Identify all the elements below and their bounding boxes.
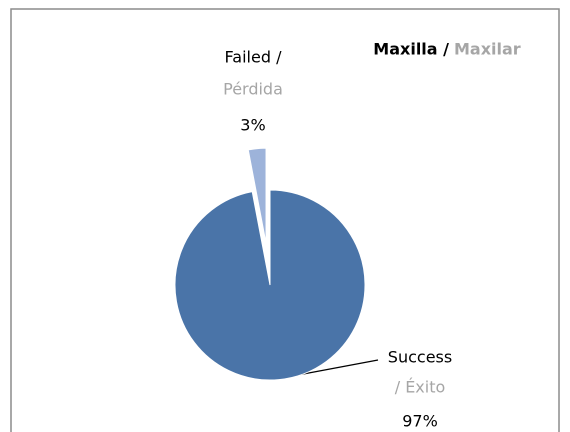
pie-slice — [174, 189, 366, 381]
slice-value-label: 3% — [240, 116, 265, 135]
pie-slice — [247, 147, 267, 244]
slice-label: Failed / — [225, 48, 283, 67]
chart-title: Maxilla / — [373, 40, 449, 59]
slice-label-translation: Pérdida — [223, 80, 283, 99]
slice-label-translation: / Éxito — [395, 378, 446, 397]
chart-title-translation: Maxilar — [454, 40, 521, 59]
slice-value-label: 97% — [402, 412, 438, 431]
slice-label: Success — [388, 348, 452, 367]
